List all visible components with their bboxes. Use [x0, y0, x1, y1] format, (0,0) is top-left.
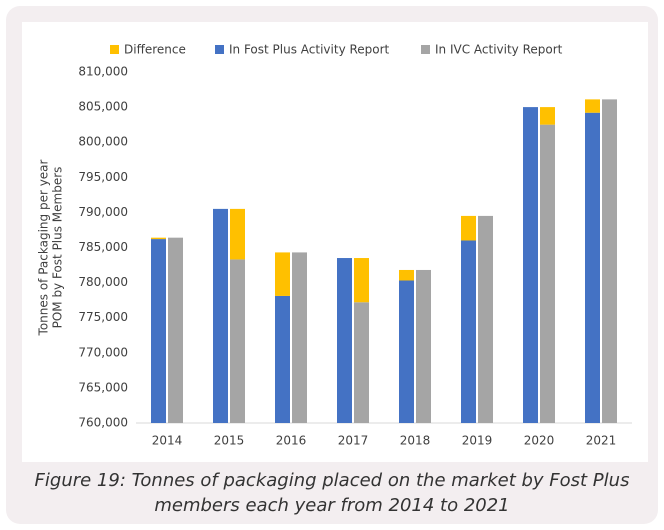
legend-label: Difference [124, 43, 186, 57]
difference-bar [585, 99, 600, 113]
caption: Figure 19: Tonnes of packaging placed on… [34, 470, 630, 516]
difference-bar [540, 107, 555, 125]
y-axis-label: Tonnes of Packaging per year [37, 159, 51, 336]
bar [230, 259, 245, 423]
bar [151, 239, 166, 423]
difference-bar [354, 258, 369, 303]
bar [275, 295, 290, 423]
bar [213, 208, 228, 423]
x-tick-label: 2021 [586, 434, 617, 448]
bar [292, 252, 307, 423]
y-tick-label: 795,000 [78, 170, 128, 184]
bar [416, 269, 431, 423]
difference-bar [151, 237, 166, 240]
bar [399, 280, 414, 423]
figure: 760,000 765,000 770,000 775,000 780,000 785,0… [6, 6, 658, 524]
y-tick-label: 785,000 [78, 240, 128, 254]
y-tick-label: 800,000 [78, 135, 128, 149]
bar [461, 240, 476, 423]
legend-swatch [215, 45, 224, 54]
difference-bar [275, 252, 290, 296]
difference-bar [230, 208, 245, 260]
bar [168, 237, 183, 423]
x-tick-label: 2016 [276, 434, 307, 448]
y-tick-label: 765,000 [78, 380, 128, 394]
bar [602, 99, 617, 424]
y-tick-label: 770,000 [78, 345, 128, 359]
x-tick-label: 2019 [462, 434, 493, 448]
bar [523, 107, 538, 423]
x-tick-label: 2015 [214, 434, 245, 448]
x-tick-label: 2020 [524, 434, 555, 448]
y-tick-label: 780,000 [78, 275, 128, 289]
bar [478, 215, 493, 423]
bar [585, 112, 600, 423]
bar [354, 302, 369, 423]
difference-bar [461, 215, 476, 241]
bar [540, 124, 555, 424]
y-tick-label: 810,000 [78, 65, 128, 79]
y-tick-label: 760,000 [78, 416, 128, 430]
y-tick-label: 775,000 [78, 310, 128, 324]
chart: 760,000 765,000 770,000 775,000 780,000 785,0… [22, 22, 648, 462]
legend-label: In Fost Plus Activity Report [229, 43, 390, 57]
x-tick-label: 2017 [338, 434, 369, 448]
x-tick-label: 2014 [152, 434, 183, 448]
difference-bar [399, 269, 414, 281]
y-tick-label: 805,000 [78, 100, 128, 114]
legend-swatch [421, 45, 430, 54]
x-tick-label: 2018 [400, 434, 431, 448]
y-tick-label: 790,000 [78, 205, 128, 219]
legend-label: In IVC Activity Report [435, 43, 563, 57]
bar [337, 258, 352, 423]
legend-swatch [110, 45, 119, 54]
y-axis-label: POM by Fost Plus Members [51, 167, 65, 329]
